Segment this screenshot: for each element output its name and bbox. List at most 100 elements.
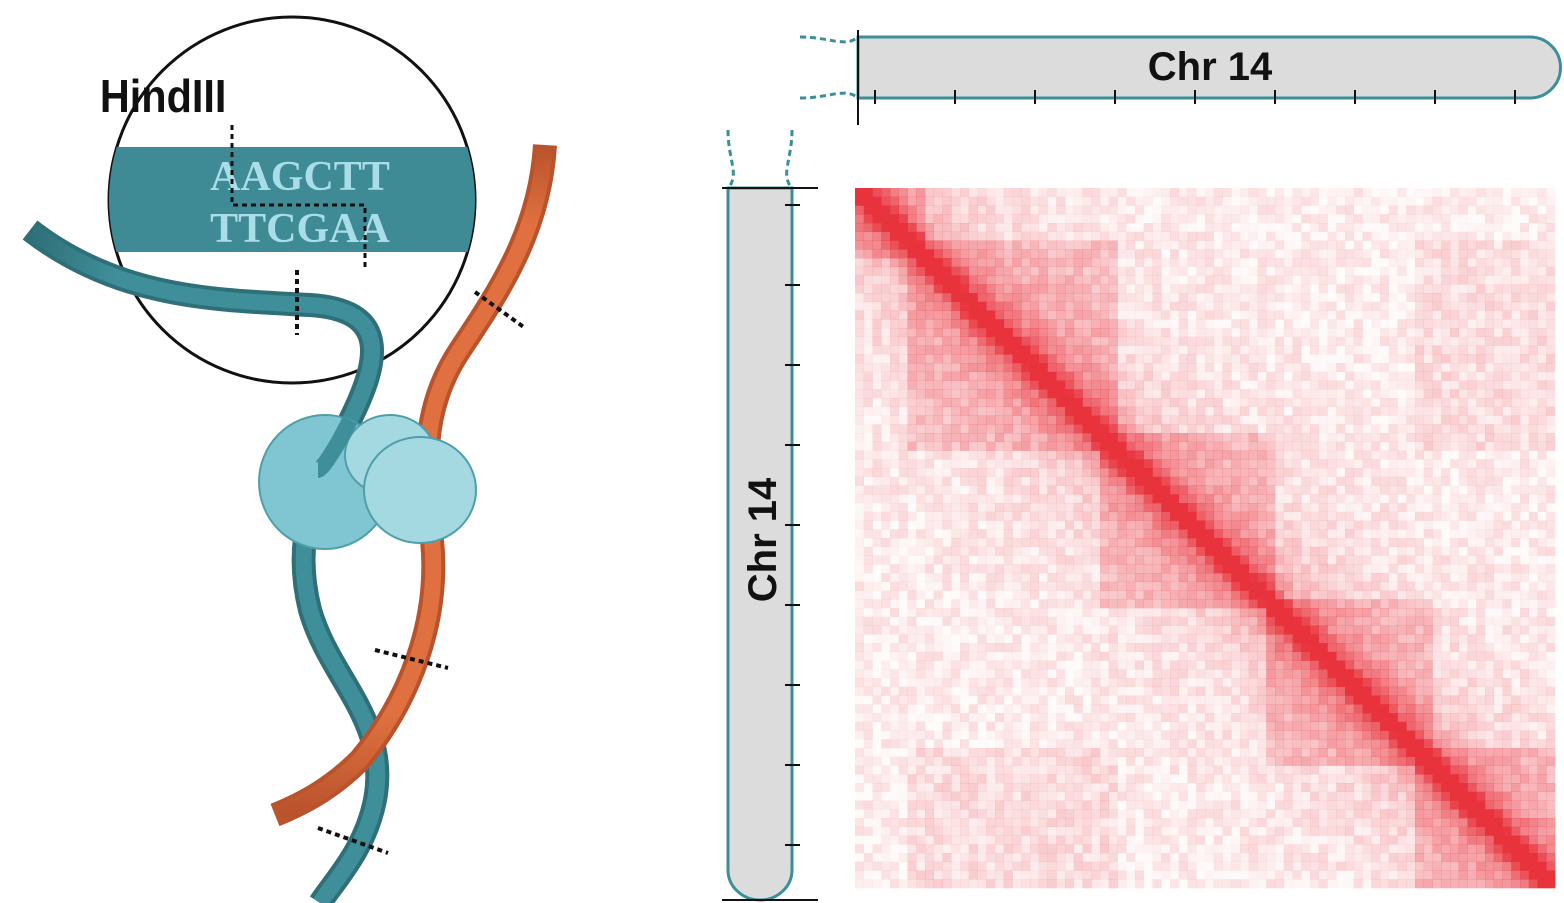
heatmap-cell (1179, 206, 1188, 215)
heatmap-cell (1179, 582, 1188, 591)
heatmap-cell (969, 687, 978, 696)
heatmap-cell (1214, 652, 1223, 661)
heatmap-cell (1468, 302, 1477, 311)
heatmap-cell (995, 652, 1004, 661)
heatmap-cell (969, 206, 978, 215)
heatmap-cell (1363, 416, 1372, 425)
heatmap-cell (1494, 696, 1503, 705)
heatmap-cell (1424, 521, 1433, 530)
heatmap-cell (864, 669, 873, 678)
heatmap-cell (1126, 459, 1135, 468)
heatmap-cell (1546, 354, 1555, 363)
heatmap-cell (1380, 424, 1389, 433)
heatmap-cell (1275, 407, 1284, 416)
heatmap-cell (1520, 634, 1529, 643)
heatmap-cell (960, 704, 969, 713)
heatmap-cell (1196, 486, 1205, 495)
heatmap-cell (1275, 232, 1284, 241)
heatmap-cell (1450, 713, 1459, 722)
heatmap-cell (1100, 293, 1109, 302)
heatmap-cell (1179, 722, 1188, 731)
heatmap-cell (1511, 652, 1520, 661)
heatmap-cell (890, 206, 899, 215)
heatmap-cell (1520, 354, 1529, 363)
heatmap-cell (1013, 547, 1022, 556)
heatmap-cell (890, 389, 899, 398)
heatmap-cell (1004, 311, 1013, 320)
heatmap-cell (1336, 696, 1345, 705)
heatmap-cell (1030, 468, 1039, 477)
heatmap-cell (978, 547, 987, 556)
heatmap-cell (1144, 241, 1153, 250)
heatmap-cell (1293, 276, 1302, 285)
heatmap-cell (1441, 582, 1450, 591)
heatmap-cell (1258, 477, 1267, 486)
heatmap-cell (1293, 538, 1302, 547)
heatmap-cell (1345, 433, 1354, 442)
heatmap-cell (1223, 319, 1232, 328)
heatmap-cell (1424, 722, 1433, 731)
heatmap-cell (1083, 608, 1092, 617)
heatmap-cell (890, 704, 899, 713)
heatmap-cell (1266, 276, 1275, 285)
heatmap-cell (1170, 617, 1179, 626)
heatmap-cell (1476, 416, 1485, 425)
heatmap-cell (1406, 582, 1415, 591)
heatmap-cell (1013, 678, 1022, 687)
heatmap-cell (1170, 722, 1179, 731)
heatmap-cell (1118, 311, 1127, 320)
heatmap-cell (1056, 459, 1065, 468)
heatmap-cell (995, 512, 1004, 521)
heatmap-cell (1485, 214, 1494, 223)
heatmap-cell (1161, 267, 1170, 276)
heatmap-cell (1310, 459, 1319, 468)
heatmap-cell (943, 652, 952, 661)
heatmap-cell (1231, 232, 1240, 241)
heatmap-cell (1511, 346, 1520, 355)
heatmap-cell (1398, 319, 1407, 328)
heatmap-cell (1249, 529, 1258, 538)
heatmap-cell (1520, 521, 1529, 530)
heatmap-cell (1328, 381, 1337, 390)
heatmap-cell (1284, 442, 1293, 451)
heatmap-cell (1476, 354, 1485, 363)
heatmap-cell (1538, 267, 1547, 276)
inset: AAGCTT TTCGAA HindIII (100, 17, 490, 383)
heatmap-cell (1249, 556, 1258, 565)
heatmap-cell (1441, 477, 1450, 486)
heatmap-cell (1380, 494, 1389, 503)
heatmap-cell (1109, 529, 1118, 538)
heatmap-cell (1319, 389, 1328, 398)
heatmap-cell (1310, 363, 1319, 372)
heatmap-cell (1039, 363, 1048, 372)
heatmap-cell (1433, 188, 1442, 197)
heatmap-cell (1450, 372, 1459, 381)
heatmap-cell (1546, 451, 1555, 460)
heatmap-cell (1118, 556, 1127, 565)
heatmap-cell (1389, 687, 1398, 696)
heatmap-cell (1424, 459, 1433, 468)
heatmap-cell (1538, 241, 1547, 250)
heatmap-cell (1371, 223, 1380, 232)
heatmap-cell (925, 486, 934, 495)
heatmap-cell (1328, 424, 1337, 433)
heatmap-cell (1100, 319, 1109, 328)
heatmap-cell (1275, 477, 1284, 486)
heatmap-cell (1196, 424, 1205, 433)
heatmap-cell (1310, 503, 1319, 512)
heatmap-cell (1389, 337, 1398, 346)
heatmap-cell (1389, 556, 1398, 565)
heatmap-cell (1196, 206, 1205, 215)
heatmap-cell (1126, 232, 1135, 241)
heatmap-cell (1170, 652, 1179, 661)
heatmap-cell (1389, 591, 1398, 600)
heatmap-cell (1161, 687, 1170, 696)
heatmap-cell (855, 232, 864, 241)
heatmap-cell (1266, 459, 1275, 468)
heatmap-cell (1100, 477, 1109, 486)
heatmap-cell (1468, 643, 1477, 652)
heatmap-cell (1030, 696, 1039, 705)
heatmap-cell (1231, 573, 1240, 582)
heatmap-cell (1231, 564, 1240, 573)
heatmap-cell (951, 669, 960, 678)
